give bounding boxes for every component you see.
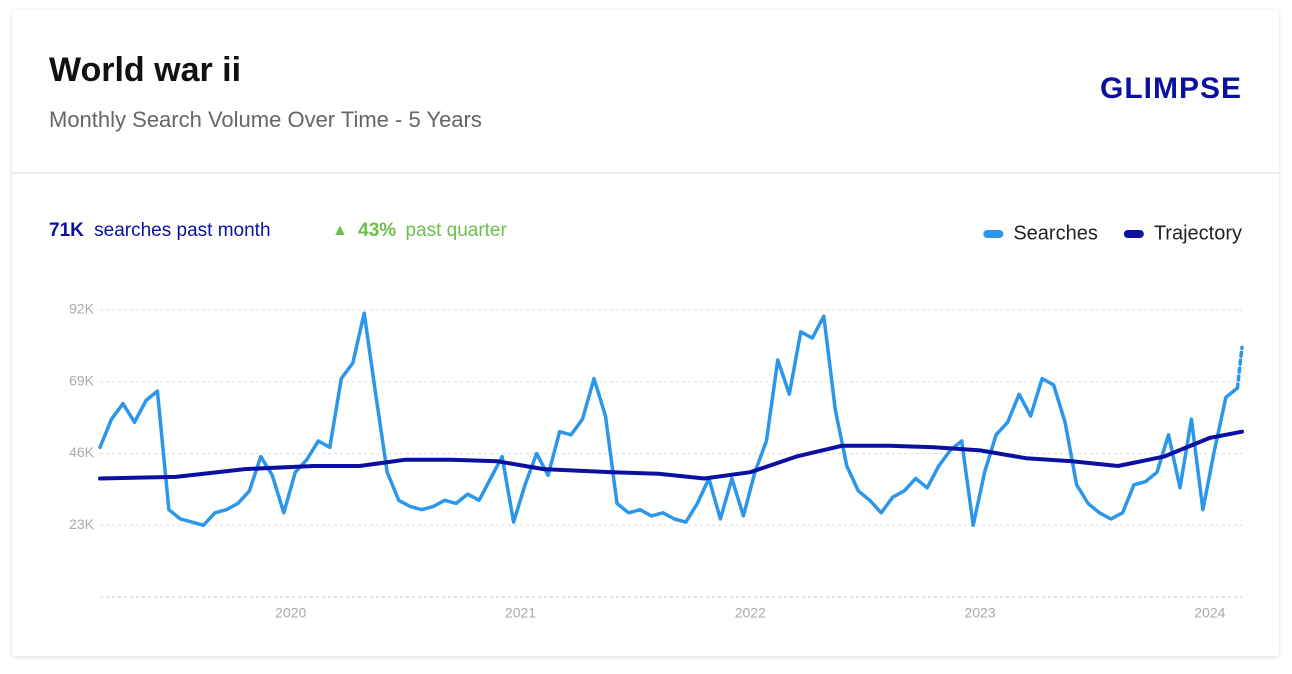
- legend-label: Trajectory: [1154, 222, 1242, 244]
- quarter-text: past quarter: [405, 220, 507, 241]
- arrow: ▲: [332, 222, 348, 239]
- quarter-value: 43%: [358, 220, 396, 241]
- legend-label: Searches: [1013, 222, 1098, 244]
- y-tick-label: 69K: [69, 372, 95, 388]
- month-text: searches past month: [94, 220, 270, 241]
- x-tick-label: 2023: [964, 605, 995, 621]
- subtitle: Monthly Search Volume Over Time - 5 Year…: [49, 107, 482, 132]
- legend-swatch: [1123, 230, 1144, 238]
- stats: 71K searches past month ▲ 43% past quart…: [49, 220, 508, 241]
- y-tick-label: 23K: [69, 516, 95, 532]
- y-tick-label: 92K: [69, 301, 95, 317]
- month-value: 71K: [49, 220, 84, 241]
- series-line: [98, 429, 1244, 481]
- x-tick-label: 2021: [505, 605, 536, 621]
- title: World war ii: [49, 51, 241, 89]
- card: [12, 10, 1279, 656]
- x-tick-label: 2022: [735, 605, 766, 621]
- logo: GLIMPSE: [1100, 72, 1242, 105]
- x-tick-label: 2020: [275, 605, 306, 621]
- legend-swatch: [983, 230, 1004, 238]
- series-line-projected: [1235, 345, 1244, 390]
- series-line: [98, 311, 1240, 528]
- x-tick-label: 2024: [1194, 605, 1225, 621]
- y-tick-label: 46K: [69, 444, 95, 460]
